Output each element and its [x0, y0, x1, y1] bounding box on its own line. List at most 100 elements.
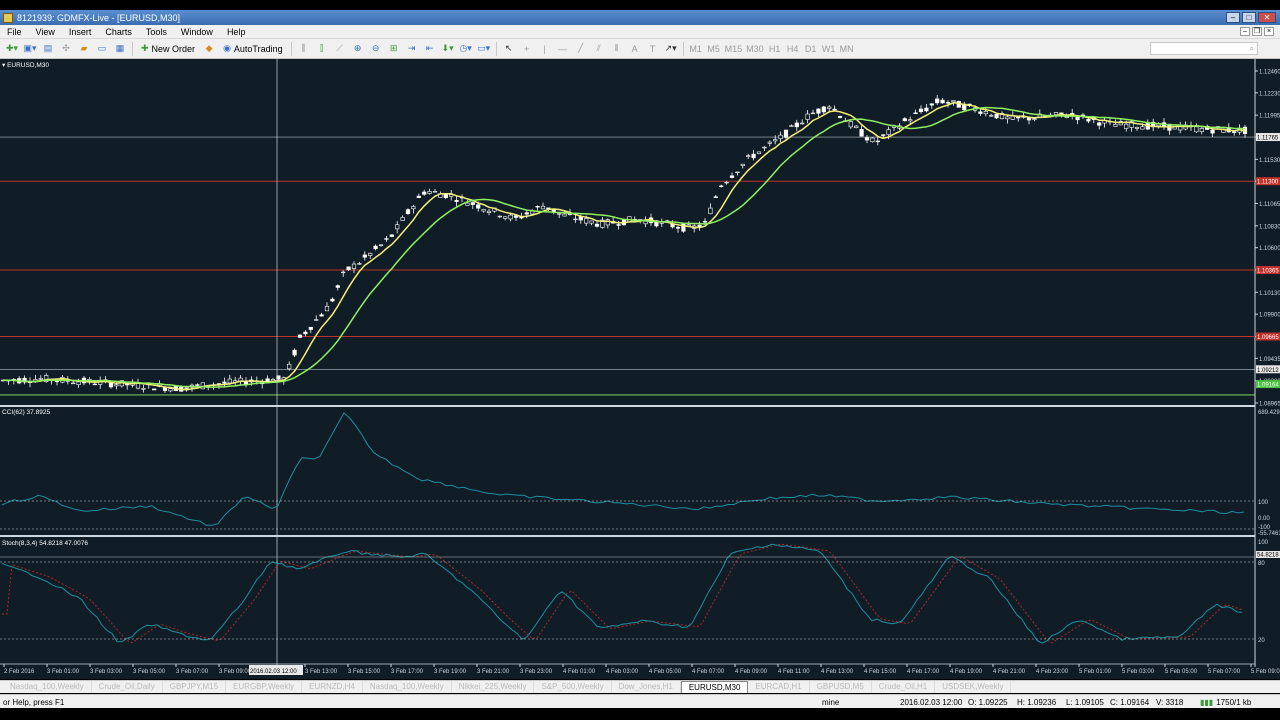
text-icon[interactable]: A [631, 43, 638, 54]
candle-body [789, 125, 794, 127]
cci-panel-separator[interactable] [0, 535, 1255, 537]
chart-tab[interactable]: Nikkei_225,Weekly [452, 681, 535, 693]
status-profile[interactable]: mine [822, 698, 840, 707]
period-mn[interactable]: MN [839, 43, 854, 54]
time-axis-label: 3 Feb 05:00 [133, 669, 166, 675]
label-icon[interactable]: T [649, 43, 656, 54]
periods-icon[interactable]: ◷▾ [459, 43, 472, 53]
chart-canvas[interactable]: 1.12460 1.12230 1.11995 1.11765 1.11530 1.113… [0, 59, 1280, 679]
candlestick-icon[interactable]: ⫿ [320, 43, 324, 53]
period-m15[interactable]: M15 [724, 43, 743, 54]
time-axis-label: 3 Feb 09:00 [219, 669, 252, 675]
chart-tab[interactable]: GBPJPY,M15 [163, 681, 227, 693]
candle-body [983, 111, 988, 115]
chart-window[interactable]: 1.12460 1.12230 1.11995 1.11765 1.11530 1.113… [0, 59, 1280, 679]
market-watch-icon[interactable]: ▤ [43, 43, 53, 53]
chart-tab[interactable]: Crude_Oil,Daily [92, 681, 163, 693]
fibonacci-icon[interactable]: ⦀ [614, 43, 619, 53]
new-order-button[interactable]: ✚ New Order [138, 42, 198, 56]
mdi-close-button[interactable]: × [1264, 27, 1274, 36]
crosshair-icon[interactable]: + [523, 43, 530, 54]
status-traffic-label: 1750/1 kb [1216, 698, 1252, 707]
time-axis-label: 3 Feb 17:00 [391, 669, 424, 675]
chart-tab[interactable]: EURUSD,M30 [680, 681, 749, 693]
tile-windows-icon[interactable]: ⊞ [389, 43, 398, 53]
period-h1[interactable]: H1 [768, 43, 781, 54]
chart-tab[interactable]: EURCAD,H1 [748, 681, 810, 693]
period-w1[interactable]: W1 [821, 43, 836, 54]
period-d1[interactable]: D1 [804, 43, 817, 54]
profiles-icon[interactable]: ▣▾ [23, 43, 37, 53]
trendline-icon[interactable]: ╱ [577, 43, 584, 53]
templates-icon[interactable]: ▭▾ [477, 43, 491, 53]
candle-body [1016, 116, 1021, 119]
minimize-button[interactable]: – [1226, 12, 1240, 23]
menu-file[interactable]: File [7, 26, 22, 37]
bar-chart-icon[interactable]: ⫼ [301, 43, 306, 53]
cci-scale-minus-100: -100 [1258, 525, 1271, 531]
tester-icon[interactable]: ▦ [115, 43, 125, 53]
chart-tab[interactable]: EURNZD,H4 [302, 681, 363, 693]
chart-shift-icon[interactable]: ⇤ [425, 43, 434, 53]
toolbar: ✚▾ ▣▾ ▤ ✣ ▰ ▭ ▦ ✚ New Order ◆ ◉ AutoTradin… [0, 39, 1280, 59]
candle-body [540, 205, 546, 210]
cci-scale-top: 689.429 [1258, 410, 1280, 416]
menu-view[interactable]: View [35, 26, 55, 37]
zoom-in-icon[interactable]: ⊕ [353, 43, 362, 53]
main-panel-separator[interactable] [0, 405, 1255, 407]
menu-help[interactable]: Help [226, 26, 246, 37]
chart-tab[interactable]: GBPUSD,M5 [810, 681, 872, 693]
candle-body [465, 202, 470, 206]
candle-body [454, 200, 459, 202]
chart-tab[interactable]: USDSEK,Weekly [935, 681, 1012, 693]
mdi-minimize-button[interactable]: – [1240, 27, 1250, 36]
period-m30[interactable]: M30 [746, 43, 764, 54]
metaeditor-icon[interactable]: ◆ [205, 43, 213, 53]
terminal-icon[interactable]: ▭ [97, 43, 107, 53]
vertical-line-icon[interactable]: | [543, 43, 546, 54]
time-axis-label: 3 Feb 21:00 [477, 669, 510, 675]
period-m1[interactable]: M1 [689, 43, 702, 54]
maximize-button[interactable]: □ [1242, 12, 1256, 23]
chart-tab[interactable]: Nasdaq_100,Weekly [3, 681, 92, 693]
arrows-icon[interactable]: ↗▾ [664, 43, 677, 53]
zoom-out-icon[interactable]: ⊖ [371, 43, 380, 53]
menu-window[interactable]: Window [180, 26, 213, 37]
mdi-restore-button[interactable]: ❐ [1252, 27, 1262, 36]
window-titlebar[interactable]: 8121939: GDMFX-Live - [EURUSD,M30] – □ ✕ [0, 10, 1280, 25]
menu-insert[interactable]: Insert [68, 26, 92, 37]
top-black-band [0, 0, 1280, 10]
menu-charts[interactable]: Charts [105, 26, 132, 37]
autoscroll-icon[interactable]: ⇥ [407, 43, 416, 53]
search-input[interactable]: ⌕ [1150, 42, 1258, 55]
chart-tab[interactable]: Dow_Jones,H1 [612, 681, 681, 693]
candle-body [373, 245, 378, 250]
close-button[interactable]: ✕ [1258, 12, 1276, 23]
cci-scale-zero: 0.00 [1258, 516, 1270, 522]
stoch-scale-top: 100 [1258, 540, 1269, 546]
period-m5[interactable]: M5 [707, 43, 720, 54]
chart-tab-bar: Nasdaq_100,Weekly Crude_Oil,Daily GBPJPY,M… [0, 680, 1280, 693]
menu-tools[interactable]: Tools [145, 26, 167, 37]
candle-body [287, 363, 292, 370]
chart-tab[interactable]: Nasdaq_100,Weekly [363, 681, 452, 693]
time-axis-label: 4 Feb 09:00 [735, 669, 768, 675]
navigator-icon[interactable]: ✣ [62, 43, 70, 53]
candle-body [584, 218, 589, 224]
indicators-icon[interactable]: ⬇▾ [441, 43, 454, 53]
channel-icon[interactable]: ⫽ [596, 43, 601, 53]
candle-body [341, 271, 346, 274]
candle-body [395, 224, 400, 230]
line-chart-icon[interactable]: ⟋ [336, 43, 343, 53]
cursor-icon[interactable]: ↖ [504, 43, 513, 53]
autotrading-button[interactable]: ◉ AutoTrading [220, 42, 286, 56]
chart-tab[interactable]: EURGBP,Weekly [226, 681, 303, 693]
candle-body [999, 113, 1005, 119]
chart-tab[interactable]: S&P_500,Weekly [534, 681, 612, 693]
horizontal-line-icon[interactable]: — [558, 43, 568, 54]
data-window-icon[interactable]: ▰ [80, 43, 88, 53]
time-cursor-label: 2016.02.03 12:00 [250, 669, 297, 675]
period-h4[interactable]: H4 [786, 43, 799, 54]
new-chart-icon[interactable]: ✚▾ [5, 43, 19, 53]
chart-tab[interactable]: Crude_Oil,H1 [872, 681, 936, 693]
